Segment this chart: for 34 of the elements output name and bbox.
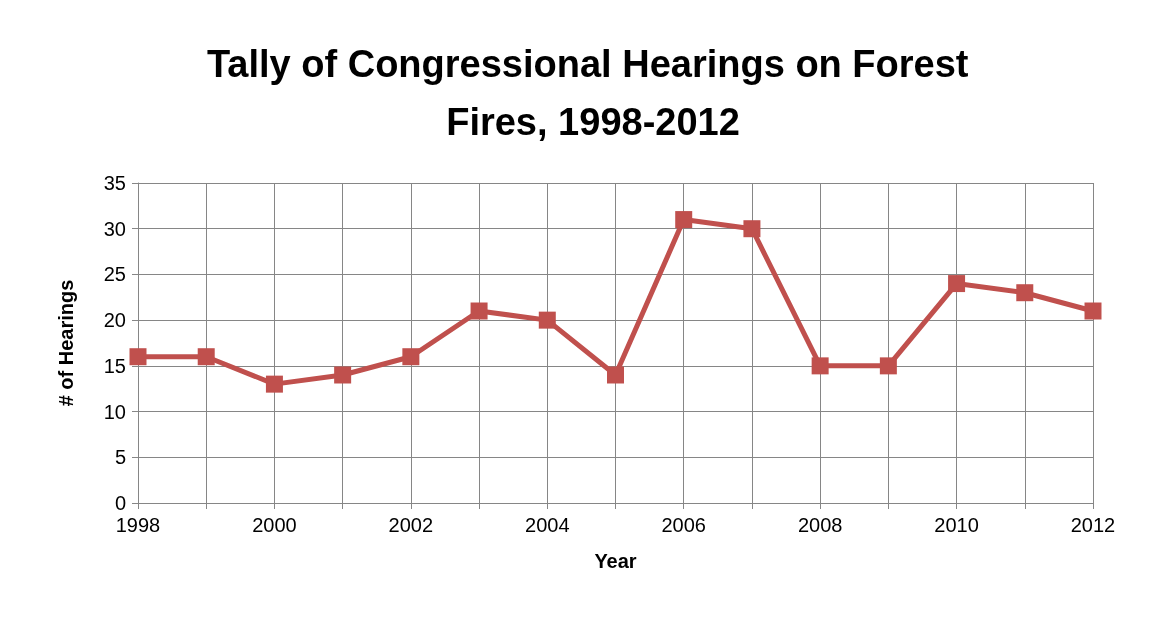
chart-title: Tally of Congressional Hearings on Forest Fires, 1998-2012 [206,43,980,143]
point [1084,302,1102,320]
y-tick-label: 20 [103,309,126,332]
y-tick-label: 15 [103,354,126,377]
x-tick-label: 1998 [115,514,161,536]
point [675,211,693,229]
x-tick-label: 2000 [252,514,297,536]
x-tick-label: 2010 [934,514,979,536]
point [334,366,352,384]
point [470,302,488,320]
y-tick-label: 25 [103,263,126,286]
point [265,375,283,393]
point [948,275,966,293]
x-tick-label: 2004 [525,514,570,536]
y-tick-label: 0 [114,492,126,514]
x-axis-title: Year [594,550,637,572]
y-tick-label: 30 [103,217,126,240]
x-tick-label: 2012 [1070,514,1116,536]
y-tick-label: 5 [114,446,126,469]
point [743,220,761,238]
point [129,348,147,366]
y-axis-title: # of Hearings [55,279,77,407]
y-tick-label: 10 [103,400,126,423]
point [402,348,420,366]
point [538,311,556,329]
y-tick-label: 35 [103,172,126,194]
point [879,357,897,375]
point [811,357,829,375]
point [607,366,624,384]
point [197,348,215,366]
x-tick-label: 2006 [661,514,706,536]
point [1016,284,1034,302]
x-tick-label: 2008 [797,514,843,536]
x-tick-label: 2002 [388,514,434,536]
